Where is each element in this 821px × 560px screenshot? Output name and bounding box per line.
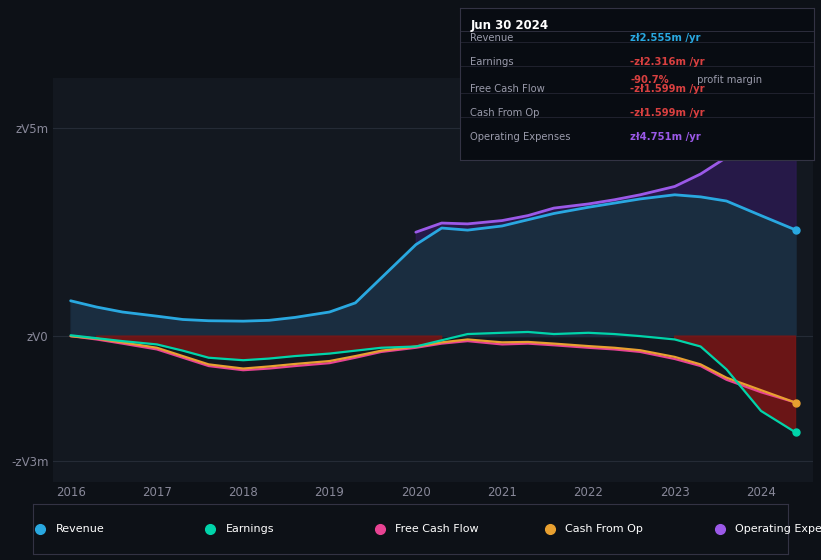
Text: -zł2.316m /yr: -zł2.316m /yr [630,57,704,67]
Text: Revenue: Revenue [56,524,104,534]
Text: zł4.751m /yr: zł4.751m /yr [630,132,701,142]
Text: -zł1.599m /yr: -zł1.599m /yr [630,108,704,118]
Text: zł2.555m /yr: zł2.555m /yr [630,32,700,43]
Text: Free Cash Flow: Free Cash Flow [470,84,545,94]
Text: Free Cash Flow: Free Cash Flow [396,524,479,534]
Text: Cash From Op: Cash From Op [566,524,643,534]
Text: -90.7%: -90.7% [630,75,669,85]
Text: Earnings: Earnings [470,57,514,67]
Text: Cash From Op: Cash From Op [470,108,539,118]
Text: -zł1.599m /yr: -zł1.599m /yr [630,84,704,94]
Text: Jun 30 2024: Jun 30 2024 [470,19,548,32]
Text: Earnings: Earnings [226,524,274,534]
Text: profit margin: profit margin [694,75,762,85]
Text: Revenue: Revenue [470,32,514,43]
Text: Operating Expenses: Operating Expenses [470,132,571,142]
Text: Operating Expenses: Operating Expenses [736,524,821,534]
